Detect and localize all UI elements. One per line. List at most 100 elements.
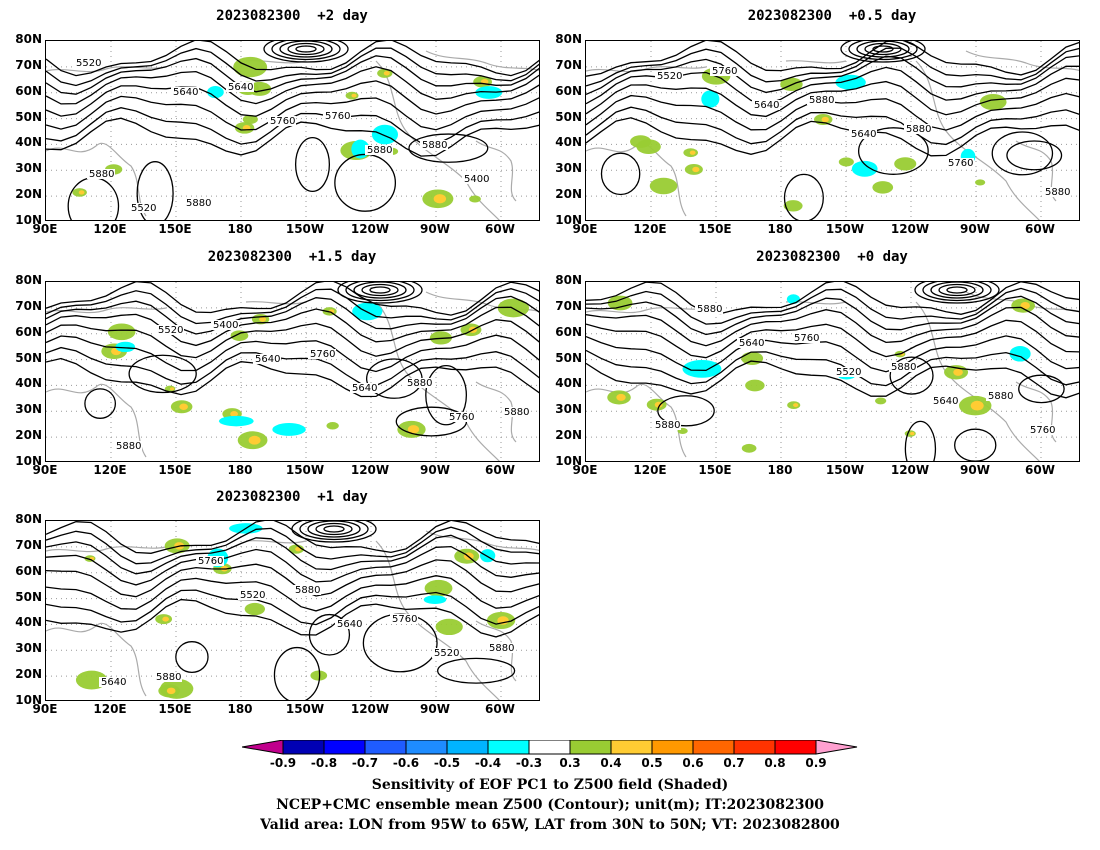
x-tick-label: 180 <box>227 702 253 716</box>
x-tick-label: 150W <box>285 222 325 236</box>
colorbar-tick-label: 0.7 <box>723 756 745 770</box>
contour-label: 5880 <box>489 643 514 654</box>
y-tick-label: 20N <box>15 428 42 443</box>
colorbar-tick-label: 0.3 <box>559 756 581 770</box>
y-tick-label: 30N <box>15 161 42 176</box>
y-tick-label: 20N <box>555 187 582 202</box>
contour-label: 5760 <box>325 111 350 122</box>
contour-labels: 5640 5520 5640 5760 5880 5760 5880 5880 5880 <box>653 304 1056 436</box>
y-tick-label: 60N <box>15 83 42 98</box>
y-tick-label: 10N <box>555 454 582 468</box>
y-tick-label: 40N <box>15 376 42 391</box>
colorbar-segment <box>405 739 448 755</box>
y-tick-label: 70N <box>15 537 42 552</box>
panel-title-p0: 2023082300 +0 day <box>756 249 908 265</box>
y-tick-label: 40N <box>555 135 582 150</box>
contour-label: 5880 <box>295 585 320 596</box>
y-tick-label: 80N <box>555 32 582 46</box>
x-tick-label: 120W <box>350 222 390 236</box>
x-tick-label: 60W <box>485 222 515 236</box>
contour-label: 5520 <box>131 203 156 214</box>
contour-label: 5880 <box>504 407 529 418</box>
colorbar-segment <box>651 739 694 755</box>
contour-label: 5640 <box>337 619 362 630</box>
colorbar-segment <box>733 739 776 755</box>
map-panel-p0: 5640 5520 5640 5760 5880 5760 5880 5880 5880 <box>585 281 1080 462</box>
contour-label: 5640 <box>255 354 280 365</box>
x-tick-label: 60W <box>485 702 515 716</box>
contour-labels: 5520 5640 5760 5880 5400 5520 5640 5760 5880 5880… <box>74 58 490 214</box>
x-tick-label: 180 <box>227 222 253 236</box>
contour-label: 5760 <box>712 66 737 77</box>
contour-label: 5760 <box>948 158 973 169</box>
y-tick-label: 60N <box>555 324 582 339</box>
x-tick-label: 120W <box>890 222 930 236</box>
y-tick-label: 70N <box>15 298 42 313</box>
x-tick-label: 90E <box>32 702 58 716</box>
contour-label: 5760 <box>270 116 295 127</box>
y-tick-label: 10N <box>15 693 42 707</box>
colorbar-tick-label: -0.8 <box>310 756 338 770</box>
x-tick-label: 60W <box>1025 222 1055 236</box>
y-tick-label: 80N <box>15 512 42 526</box>
colorbar-tick-label: 0.5 <box>641 756 663 770</box>
x-tick-label: 150W <box>825 463 865 477</box>
y-tick-label: 50N <box>555 350 582 365</box>
y-tick-label: 20N <box>555 428 582 443</box>
x-tick-label: 150W <box>825 222 865 236</box>
map-plot-p1: 5520 5640 5520 5640 5760 5880 5760 5880 5880 <box>46 521 539 700</box>
map-panel-p1: 5520 5640 5520 5640 5760 5880 5760 5880 5880 <box>45 520 540 701</box>
panel-title-p1: 2023082300 +1 day <box>216 489 368 505</box>
x-tick-label: 120E <box>93 463 127 477</box>
colorbar-segment <box>364 739 407 755</box>
x-tick-label: 90W <box>960 222 990 236</box>
panel-title-p15: 2023082300 +1.5 day <box>207 249 377 265</box>
sensitivity-shading <box>75 523 516 699</box>
contour-label: 5880 <box>89 169 114 180</box>
x-tick-label: 150W <box>285 702 325 716</box>
colorbar-tick-label: -0.7 <box>351 756 379 770</box>
contour-label: 5640 <box>352 383 377 394</box>
x-tick-label: 180 <box>767 463 793 477</box>
x-tick-label: 90E <box>32 222 58 236</box>
contour-label: 5640 <box>173 87 198 98</box>
x-tick-label: 90W <box>420 702 450 716</box>
colorbar-segment <box>692 739 735 755</box>
x-tick-label: 180 <box>767 222 793 236</box>
map-plot-p15: 5520 5640 5640 5760 5880 5400 5760 5880 5880 <box>46 282 539 461</box>
x-tick-label: 150E <box>158 222 192 236</box>
map-plot-p0: 5640 5520 5640 5760 5880 5760 5880 5880 5880 <box>586 282 1079 461</box>
colorbar-segment <box>610 739 653 755</box>
x-tick-label: 120E <box>93 702 127 716</box>
map-panel-p2: 5520 5640 5760 5880 5400 5520 5640 5760 5880 5880… <box>45 40 540 221</box>
y-tick-label: 40N <box>15 615 42 630</box>
contour-label: 5400 <box>464 174 489 185</box>
contour-label: 5640 <box>739 338 764 349</box>
y-tick-label: 10N <box>15 213 42 227</box>
x-tick-label: 150E <box>698 222 732 236</box>
colorbar-segment <box>569 739 612 755</box>
colorbar-tick-label: 0.8 <box>764 756 786 770</box>
contour-label: 5640 <box>933 396 958 407</box>
contour-labels: 5520 5640 5640 5760 5880 5400 5760 5880 5880 <box>114 320 530 452</box>
x-tick-label: 90W <box>960 463 990 477</box>
y-tick-label: 50N <box>15 350 42 365</box>
contour-label: 5520 <box>434 648 459 659</box>
contour-label: 5640 <box>754 100 779 111</box>
caption-contour-info: NCEP+CMC ensemble mean Z500 (Contour); u… <box>276 797 824 813</box>
z500-contours <box>586 41 1079 220</box>
y-tick-label: 30N <box>555 402 582 417</box>
x-tick-label: 150E <box>158 463 192 477</box>
contour-label: 5400 <box>213 320 238 331</box>
map-plot-p05: 5520 5640 5640 5760 5880 5760 5880 5880 <box>586 41 1079 220</box>
colorbar-segment <box>774 739 817 755</box>
y-tick-label: 80N <box>15 273 42 287</box>
x-tick-label: 120E <box>633 463 667 477</box>
contour-label: 5760 <box>310 349 335 360</box>
y-tick-label: 50N <box>15 589 42 604</box>
z500-contours <box>46 521 539 700</box>
contour-label: 5520 <box>240 590 265 601</box>
contour-label: 5760 <box>198 556 223 567</box>
contour-label: 5880 <box>156 672 181 683</box>
y-tick-label: 80N <box>555 273 582 287</box>
